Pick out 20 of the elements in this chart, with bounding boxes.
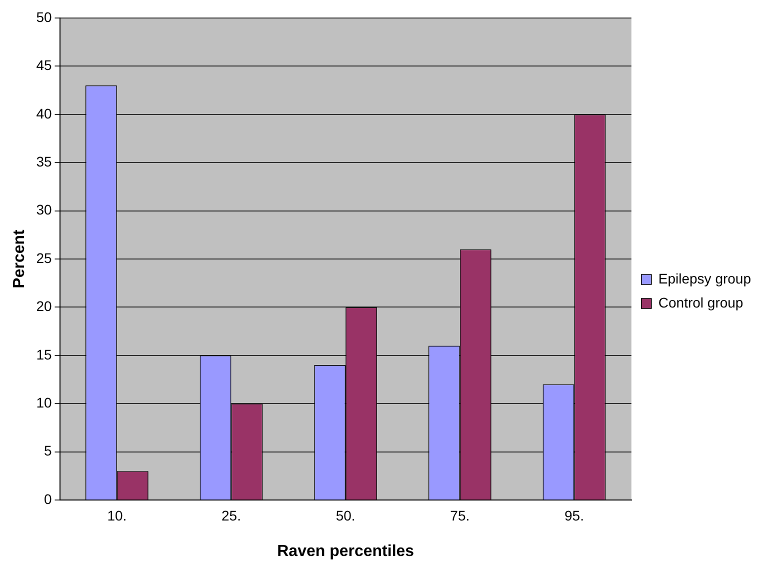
y-tick-label: 35	[36, 153, 52, 170]
x-tick-label: 75.	[450, 507, 470, 524]
y-axis-title: Percent	[11, 228, 28, 288]
y-tick-label: 45	[36, 57, 52, 74]
y-tick-label: 5	[44, 442, 52, 459]
y-tick-label: 20	[36, 298, 52, 314]
y-tick-label: 15	[36, 346, 52, 362]
y-tick-label: 25	[36, 250, 52, 266]
y-tick-label: 30	[36, 202, 52, 218]
y-tick-label: 0	[44, 490, 52, 507]
y-tick-label: 40	[36, 105, 52, 122]
x-tick-label: 10.	[107, 507, 127, 524]
x-tick-label: 25.	[222, 507, 241, 524]
x-axis-title: Raven percentiles	[277, 542, 414, 560]
legend-label: Control group	[658, 294, 744, 310]
y-tick-label: 50	[36, 8, 52, 25]
x-tick-label: 50.	[336, 507, 356, 524]
x-tick-label: 95.	[564, 507, 584, 524]
y-tick-label: 10	[36, 394, 52, 410]
legend-label: Epilepsy group	[658, 270, 752, 286]
